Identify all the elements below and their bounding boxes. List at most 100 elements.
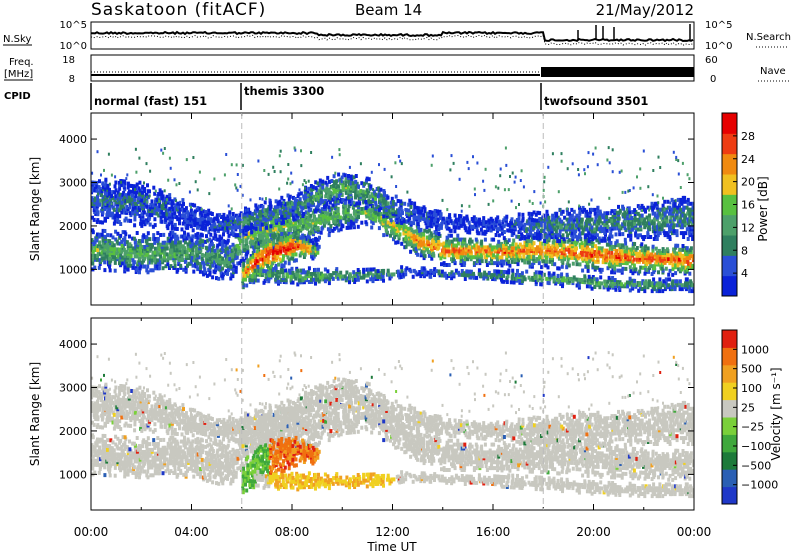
power-cell bbox=[161, 240, 165, 245]
power-cell bbox=[351, 203, 355, 208]
power-cell bbox=[578, 205, 581, 210]
power-cell bbox=[510, 217, 514, 222]
power-cell bbox=[651, 244, 655, 249]
power-cell bbox=[667, 272, 671, 277]
power-cell bbox=[200, 217, 204, 222]
power-cell bbox=[412, 229, 416, 234]
power-cell bbox=[171, 224, 174, 229]
power-cell bbox=[560, 247, 564, 252]
power-cell bbox=[348, 199, 352, 204]
power-cell bbox=[409, 226, 413, 231]
power-cell bbox=[344, 190, 348, 195]
power-cell bbox=[155, 264, 159, 269]
power-cell bbox=[155, 205, 159, 210]
power-cell bbox=[528, 264, 532, 269]
power-cell bbox=[508, 244, 512, 249]
power-cell bbox=[531, 233, 535, 238]
power-cell bbox=[301, 206, 305, 211]
power-cell bbox=[100, 250, 104, 255]
power-cell bbox=[413, 201, 417, 206]
power-cell bbox=[153, 246, 157, 251]
power-cell bbox=[566, 255, 570, 260]
power-cell bbox=[168, 218, 172, 223]
power-cell bbox=[422, 232, 426, 237]
power-cell bbox=[128, 183, 132, 188]
power-cell bbox=[598, 215, 602, 220]
power-cell bbox=[166, 262, 170, 267]
power-cell bbox=[278, 209, 282, 214]
power-cell bbox=[224, 269, 228, 274]
power-cell bbox=[167, 212, 171, 217]
power-cell bbox=[640, 203, 644, 208]
cpid-label: CPID bbox=[4, 91, 31, 102]
power-cell bbox=[98, 240, 102, 245]
power-cell bbox=[636, 227, 640, 232]
power-cell bbox=[145, 241, 149, 245]
power-cell bbox=[169, 230, 173, 235]
power-cell bbox=[661, 207, 665, 212]
power-cell bbox=[236, 261, 240, 266]
power-cell bbox=[429, 231, 433, 236]
power-cell bbox=[196, 267, 200, 272]
power-cell bbox=[293, 242, 297, 247]
power-cell bbox=[238, 217, 242, 222]
power-cell bbox=[439, 212, 443, 217]
power-cell bbox=[379, 212, 383, 216]
power-cell bbox=[435, 269, 438, 274]
power-cell bbox=[282, 263, 286, 268]
power-cell bbox=[128, 205, 132, 210]
power-cell bbox=[222, 272, 225, 277]
power-cell bbox=[266, 271, 270, 276]
power-cell bbox=[538, 217, 542, 221]
power-cell bbox=[266, 263, 270, 268]
power-cell bbox=[304, 205, 308, 210]
power-cell bbox=[284, 268, 288, 273]
power-cell bbox=[101, 181, 105, 186]
power-cell bbox=[648, 213, 651, 218]
power-cell bbox=[521, 216, 525, 221]
power-cell bbox=[685, 246, 689, 251]
power-cell bbox=[468, 237, 472, 242]
cpid-bar: CPID normal (fast) 151 themis 3300 twofs… bbox=[4, 83, 648, 110]
power-cell bbox=[420, 266, 424, 271]
power-cell bbox=[472, 215, 476, 220]
power-cell bbox=[558, 217, 562, 222]
power-cell bbox=[168, 206, 172, 211]
power-cell bbox=[153, 256, 157, 261]
power-cell bbox=[121, 230, 125, 235]
power-cell bbox=[390, 272, 394, 277]
power-cell bbox=[540, 265, 544, 270]
power-cell bbox=[328, 200, 332, 205]
power-cell bbox=[249, 254, 253, 259]
power-cell bbox=[312, 277, 316, 282]
power-cell bbox=[223, 239, 227, 244]
power-cell bbox=[103, 183, 107, 188]
power-cell bbox=[326, 269, 330, 274]
power-cell bbox=[381, 198, 385, 203]
power-cell bbox=[139, 217, 143, 222]
power-cell bbox=[432, 253, 436, 258]
power-cell bbox=[668, 225, 671, 230]
power-cell bbox=[342, 208, 346, 213]
power-cell bbox=[485, 253, 489, 258]
power-cell bbox=[252, 248, 256, 253]
power-cell bbox=[456, 241, 460, 246]
power-cell bbox=[98, 232, 102, 237]
power-cell bbox=[689, 262, 693, 266]
power-cell bbox=[535, 218, 539, 223]
power-cell bbox=[613, 266, 617, 271]
power-cell bbox=[321, 273, 325, 278]
power-cell bbox=[382, 207, 386, 212]
power-cell bbox=[148, 242, 152, 247]
power-cell bbox=[381, 217, 385, 222]
power-cell bbox=[128, 189, 131, 194]
power-cell bbox=[114, 237, 118, 242]
power-cell bbox=[120, 239, 124, 244]
power-cell bbox=[139, 221, 143, 226]
power-cell bbox=[570, 213, 574, 218]
power-cell bbox=[676, 243, 680, 248]
power-cell bbox=[294, 206, 298, 211]
power-cell bbox=[593, 265, 597, 270]
power-cell bbox=[262, 216, 266, 221]
power-cell bbox=[455, 243, 459, 248]
